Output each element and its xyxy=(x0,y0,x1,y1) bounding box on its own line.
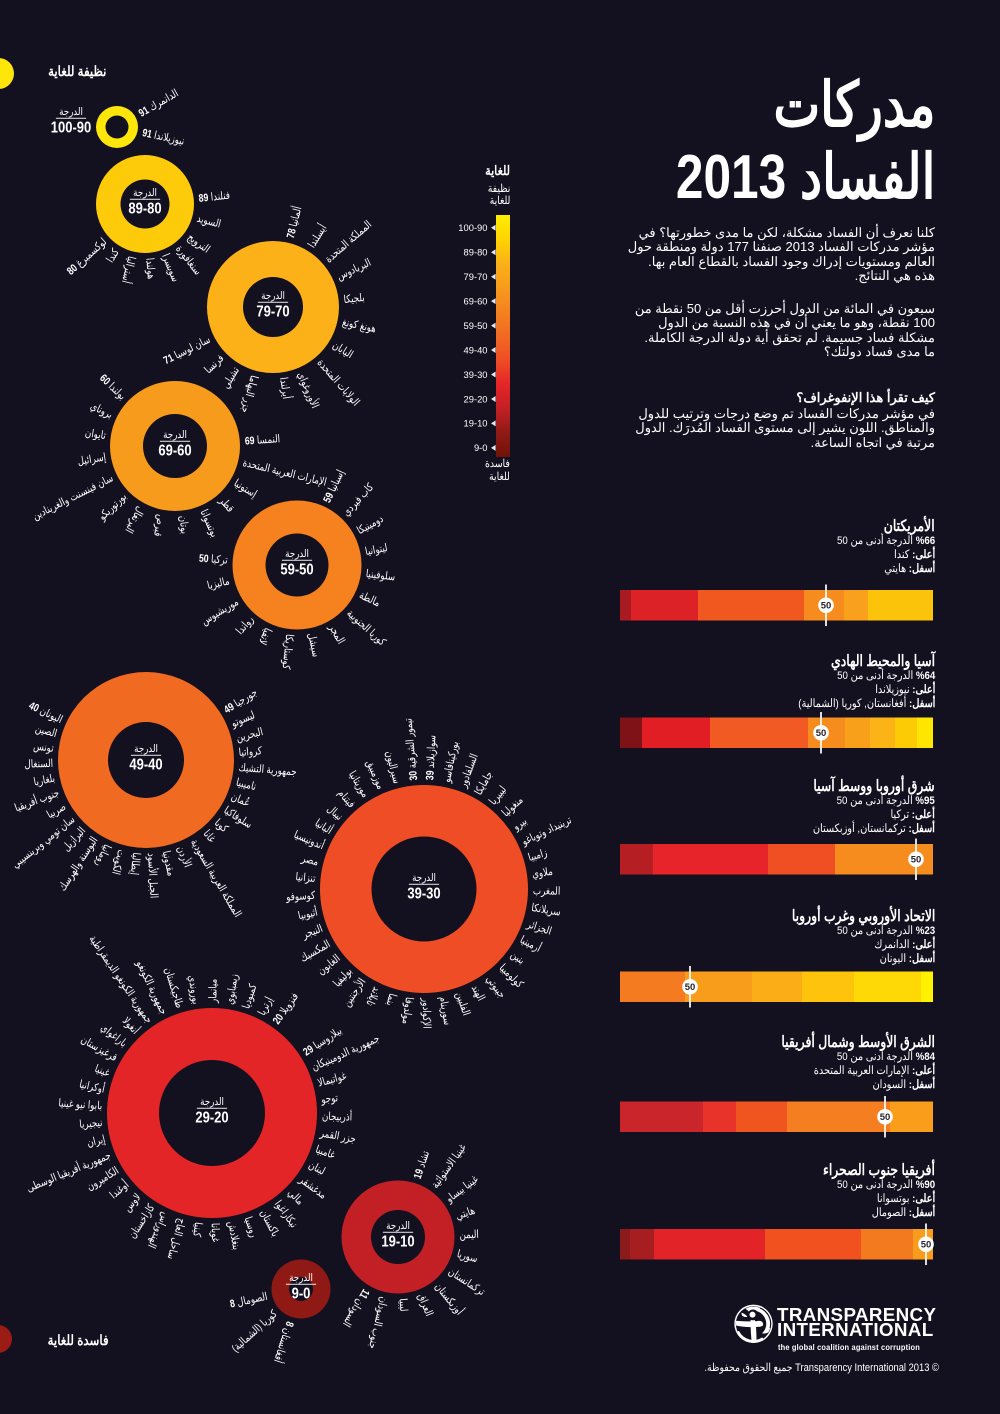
svg-text:مصر: مصر xyxy=(299,853,319,869)
svg-text:49-40: 49-40 xyxy=(464,344,488,355)
svg-text:تايوان: تايوان xyxy=(84,427,107,442)
svg-text:الدرجة: الدرجة xyxy=(285,548,309,560)
svg-text:9-0: 9-0 xyxy=(292,1286,311,1303)
svg-text:29-20: 29-20 xyxy=(195,1110,228,1127)
svg-text:قبرص: قبرص xyxy=(151,513,167,537)
svg-text:هولندا: هولندا xyxy=(143,257,157,279)
svg-text:9-0: 9-0 xyxy=(474,442,488,453)
svg-text:39-30: 39-30 xyxy=(464,369,488,380)
svg-text:جمهورية التشيك: جمهورية التشيك xyxy=(238,762,297,779)
svg-text:ليتوانيا: ليتوانيا xyxy=(364,542,388,558)
svg-text:19-10: 19-10 xyxy=(381,1234,414,1251)
svg-text:89-80: 89-80 xyxy=(464,247,488,258)
svg-text:سلوفينيا: سلوفينيا xyxy=(365,568,396,584)
svg-text:59-50: 59-50 xyxy=(280,562,313,579)
svg-text:الدرجة: الدرجة xyxy=(133,187,157,199)
svg-text:الدرجة: الدرجة xyxy=(289,1272,313,1284)
svg-text:39-30: 39-30 xyxy=(407,886,440,903)
svg-text:59-50: 59-50 xyxy=(464,320,488,331)
svg-text:توجو: توجو xyxy=(320,1092,339,1106)
svg-text:ماليزيا: ماليزيا xyxy=(206,575,231,592)
svg-text:زامبيا: زامبيا xyxy=(527,847,549,864)
svg-text:بلجيكا: بلجيكا xyxy=(343,292,365,306)
svg-text:50: 50 xyxy=(911,855,922,866)
svg-text:50: 50 xyxy=(821,601,832,612)
svg-text:بابوا نيو غينيا: بابوا نيو غينيا xyxy=(58,1098,103,1113)
svg-text:السويد: السويد xyxy=(195,213,222,231)
svg-text:50: 50 xyxy=(685,982,696,993)
svg-text:بوروندي: بوروندي xyxy=(185,975,201,1006)
svg-text:غامبيا: غامبيا xyxy=(314,1144,337,1162)
svg-text:ميانمار: ميانمار xyxy=(208,979,220,1004)
svg-text:السنغال: السنغال xyxy=(24,758,53,771)
svg-text:كوسوفو: كوسوفو xyxy=(285,890,316,904)
svg-text:تونس: تونس xyxy=(33,741,55,756)
svg-text:الإكوادور: الإكوادور xyxy=(419,997,432,1029)
svg-text:69-60: 69-60 xyxy=(158,443,191,460)
svg-text:غويانا: غويانا xyxy=(208,1223,221,1243)
svg-text:الصين: الصين xyxy=(34,723,58,741)
svg-text:50: 50 xyxy=(921,1240,932,1251)
svg-text:89-80: 89-80 xyxy=(128,201,161,218)
svg-text:زيمبابوي: زيمبابوي xyxy=(224,973,241,1005)
svg-text:الدرجة: الدرجة xyxy=(134,743,158,755)
svg-text:بوتان: بوتان xyxy=(176,515,190,535)
svg-text:49-40: 49-40 xyxy=(129,757,162,774)
svg-text:تنزانيا: تنزانيا xyxy=(295,871,316,885)
svg-text:69-60: 69-60 xyxy=(464,295,488,306)
svg-text:المغرب: المغرب xyxy=(533,885,561,898)
svg-text:أثيوبيا: أثيوبيا xyxy=(297,904,319,922)
svg-text:بنغلادش: بنغلادش xyxy=(225,1220,242,1251)
svg-text:نيجيريا: نيجيريا xyxy=(79,1117,103,1131)
svg-text:غينيا: غينيا xyxy=(93,1063,111,1080)
svg-text:50: 50 xyxy=(880,1112,891,1123)
svg-text:أيرلندا: أيرلندا xyxy=(277,376,294,400)
svg-text:الدرجة: الدرجة xyxy=(163,429,187,441)
svg-text:ناميبيا: ناميبيا xyxy=(235,777,258,794)
svg-text:كرواتيا: كرواتيا xyxy=(238,745,262,759)
svg-text:إيطاليا: إيطاليا xyxy=(127,852,141,876)
svg-text:الدرجة: الدرجة xyxy=(200,1096,224,1108)
svg-text:الدرجة: الدرجة xyxy=(261,290,285,302)
svg-text:29-20: 29-20 xyxy=(464,393,488,404)
svg-text:79-70: 79-70 xyxy=(256,304,289,321)
svg-text:إسرائيل: إسرائيل xyxy=(77,452,107,469)
svg-text:سيشل: سيشل xyxy=(305,632,322,658)
svg-text:سوريا: سوريا xyxy=(455,1248,479,1265)
svg-text:بنما: بنما xyxy=(383,992,398,1008)
svg-text:إيران: إيران xyxy=(86,1134,107,1150)
svg-text:بلغاريا: بلغاريا xyxy=(33,773,56,789)
svg-text:سورينام: سورينام xyxy=(436,995,453,1026)
svg-text:100-90: 100-90 xyxy=(51,120,92,137)
svg-text:أذربيجان: أذربيجان xyxy=(322,1109,353,1124)
svg-text:69 النمسا: 69 النمسا xyxy=(244,433,280,448)
svg-text:كينيا: كينيا xyxy=(190,1221,204,1237)
svg-text:الدرجة: الدرجة xyxy=(59,106,83,118)
svg-text:سريلانكا: سريلانكا xyxy=(530,902,561,919)
svg-text:الدرجة: الدرجة xyxy=(412,872,436,884)
svg-text:مولدوفا: مولدوفا xyxy=(399,996,415,1025)
svg-text:اليمن: اليمن xyxy=(459,1229,479,1242)
svg-text:100-90: 100-90 xyxy=(458,222,487,233)
svg-text:كوستاريكا: كوستاريكا xyxy=(279,633,295,670)
svg-text:79-70: 79-70 xyxy=(464,271,488,282)
svg-text:غانا: غانا xyxy=(200,828,217,845)
svg-text:ليبيا: ليبيا xyxy=(396,1298,409,1312)
svg-text:50: 50 xyxy=(816,728,827,739)
svg-text:تركيا 50: تركيا 50 xyxy=(198,553,228,567)
svg-text:19-10: 19-10 xyxy=(464,418,488,429)
svg-text:30 تيمور الشرقية: 30 تيمور الشرقية xyxy=(403,717,421,781)
svg-text:89 فنلندا: 89 فنلندا xyxy=(198,190,231,205)
svg-text:مقدونيا: مقدونيا xyxy=(159,850,176,878)
svg-text:الجبل الأسود: الجبل الأسود xyxy=(145,852,161,898)
svg-text:الدرجة: الدرجة xyxy=(386,1220,410,1232)
svg-text:39 سوازيلاند: 39 سوازيلاند xyxy=(424,735,438,781)
svg-text:ملاوي: ملاوي xyxy=(531,866,553,881)
